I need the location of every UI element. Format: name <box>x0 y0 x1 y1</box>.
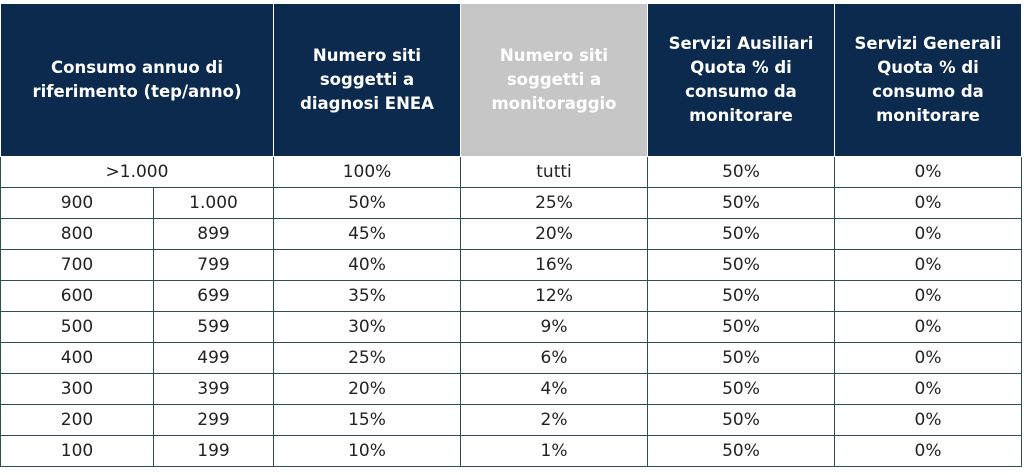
cell-consumo-min: 800 <box>0 218 154 250</box>
cell-diagnosi: 100% <box>273 156 461 188</box>
cell-diagnosi: 50% <box>273 187 461 219</box>
cell-monitoraggio: tutti <box>460 156 648 188</box>
cell-ausiliari: 50% <box>647 218 835 250</box>
cell-monitoraggio: 2% <box>460 404 648 436</box>
table-row: 700 799 40% 16% 50% 0% <box>0 249 1022 281</box>
cell-generali: 0% <box>834 187 1022 219</box>
cell-diagnosi: 45% <box>273 218 461 250</box>
cell-consumo-min: 100 <box>0 435 154 467</box>
cell-diagnosi: 15% <box>273 404 461 436</box>
header-siti-diagnosi: Numero siti soggetti a diagnosi ENEA <box>273 3 461 157</box>
cell-consumo-max: 599 <box>153 311 274 343</box>
cell-diagnosi: 25% <box>273 342 461 374</box>
cell-consumo-min: 700 <box>0 249 154 281</box>
cell-diagnosi: 30% <box>273 311 461 343</box>
table-body: >1.000 100% tutti 50% 0% 900 1.000 50% 2… <box>0 156 1022 467</box>
cell-generali: 0% <box>834 373 1022 405</box>
cell-generali: 0% <box>834 249 1022 281</box>
cell-ausiliari: 50% <box>647 342 835 374</box>
table-row: 300 399 20% 4% 50% 0% <box>0 373 1022 405</box>
cell-ausiliari: 50% <box>647 435 835 467</box>
consumption-monitoring-table: Consumo annuo di riferimento (tep/anno) … <box>0 3 1022 467</box>
cell-ausiliari: 50% <box>647 311 835 343</box>
table-row: 800 899 45% 20% 50% 0% <box>0 218 1022 250</box>
cell-consumo-max: 1.000 <box>153 187 274 219</box>
cell-consumo-range: >1.000 <box>0 156 274 188</box>
cell-consumo-max: 899 <box>153 218 274 250</box>
cell-monitoraggio: 4% <box>460 373 648 405</box>
cell-consumo-min: 600 <box>0 280 154 312</box>
header-servizi-ausiliari: Servizi Ausiliari Quota % di consumo da … <box>647 3 835 157</box>
cell-generali: 0% <box>834 311 1022 343</box>
header-row: Consumo annuo di riferimento (tep/anno) … <box>0 3 1022 157</box>
cell-generali: 0% <box>834 156 1022 188</box>
cell-monitoraggio: 16% <box>460 249 648 281</box>
table-row: 600 699 35% 12% 50% 0% <box>0 280 1022 312</box>
table-row: 500 599 30% 9% 50% 0% <box>0 311 1022 343</box>
table-header: Consumo annuo di riferimento (tep/anno) … <box>0 3 1022 157</box>
cell-consumo-max: 199 <box>153 435 274 467</box>
cell-generali: 0% <box>834 342 1022 374</box>
cell-diagnosi: 10% <box>273 435 461 467</box>
cell-ausiliari: 50% <box>647 373 835 405</box>
cell-ausiliari: 50% <box>647 156 835 188</box>
cell-ausiliari: 50% <box>647 249 835 281</box>
data-table-container: Consumo annuo di riferimento (tep/anno) … <box>0 3 1022 467</box>
header-consumo-annuo: Consumo annuo di riferimento (tep/anno) <box>0 3 274 157</box>
cell-generali: 0% <box>834 218 1022 250</box>
cell-consumo-max: 399 <box>153 373 274 405</box>
cell-generali: 0% <box>834 280 1022 312</box>
cell-monitoraggio: 6% <box>460 342 648 374</box>
cell-generali: 0% <box>834 435 1022 467</box>
table-row: 900 1.000 50% 25% 50% 0% <box>0 187 1022 219</box>
table-row: 200 299 15% 2% 50% 0% <box>0 404 1022 436</box>
cell-consumo-min: 400 <box>0 342 154 374</box>
cell-monitoraggio: 9% <box>460 311 648 343</box>
cell-ausiliari: 50% <box>647 404 835 436</box>
cell-monitoraggio: 25% <box>460 187 648 219</box>
header-siti-monitoraggio: Numero siti soggetti a monitoraggio <box>460 3 648 157</box>
cell-consumo-min: 500 <box>0 311 154 343</box>
cell-monitoraggio: 1% <box>460 435 648 467</box>
cell-generali: 0% <box>834 404 1022 436</box>
cell-consumo-min: 900 <box>0 187 154 219</box>
table-row: 100 199 10% 1% 50% 0% <box>0 435 1022 467</box>
cell-diagnosi: 20% <box>273 373 461 405</box>
cell-consumo-min: 300 <box>0 373 154 405</box>
table-row: 400 499 25% 6% 50% 0% <box>0 342 1022 374</box>
cell-ausiliari: 50% <box>647 280 835 312</box>
cell-monitoraggio: 20% <box>460 218 648 250</box>
cell-consumo-max: 699 <box>153 280 274 312</box>
table-row: >1.000 100% tutti 50% 0% <box>0 156 1022 188</box>
cell-consumo-max: 499 <box>153 342 274 374</box>
cell-ausiliari: 50% <box>647 187 835 219</box>
cell-consumo-max: 799 <box>153 249 274 281</box>
cell-consumo-max: 299 <box>153 404 274 436</box>
header-servizi-generali: Servizi Generali Quota % di consumo da m… <box>834 3 1022 157</box>
cell-consumo-min: 200 <box>0 404 154 436</box>
cell-diagnosi: 35% <box>273 280 461 312</box>
cell-monitoraggio: 12% <box>460 280 648 312</box>
cell-diagnosi: 40% <box>273 249 461 281</box>
